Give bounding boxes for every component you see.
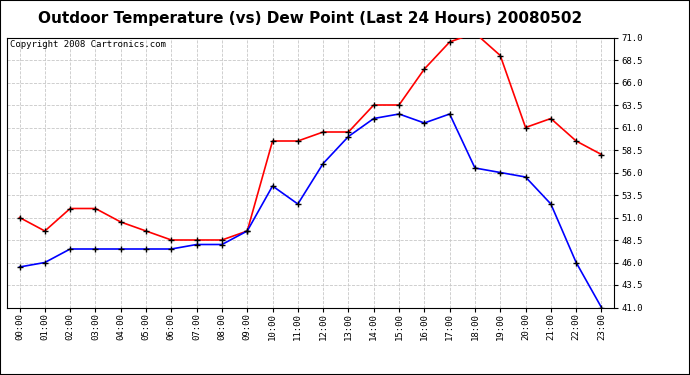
Text: Outdoor Temperature (vs) Dew Point (Last 24 Hours) 20080502: Outdoor Temperature (vs) Dew Point (Last… — [39, 11, 582, 26]
Text: Copyright 2008 Cartronics.com: Copyright 2008 Cartronics.com — [10, 40, 166, 49]
